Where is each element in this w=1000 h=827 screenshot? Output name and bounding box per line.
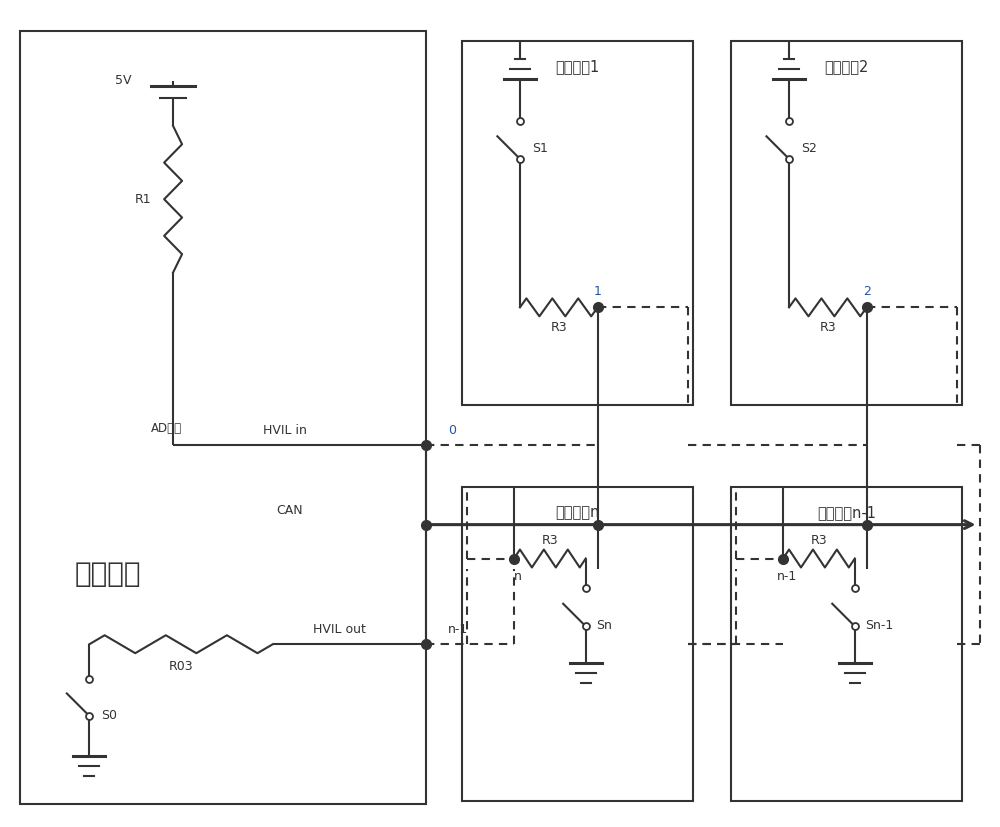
Text: n-1: n-1 [777,570,797,583]
Text: R3: R3 [820,321,836,334]
Text: 高压部件1: 高压部件1 [556,60,600,74]
Text: S2: S2 [801,142,817,155]
FancyBboxPatch shape [462,487,693,801]
Text: R3: R3 [811,534,827,547]
FancyBboxPatch shape [20,31,426,804]
Text: CAN: CAN [276,504,303,517]
Text: R3: R3 [542,534,558,547]
Text: 高压部件n-1: 高压部件n-1 [817,504,876,519]
Text: R1: R1 [135,193,152,206]
Text: 5V: 5V [115,74,131,87]
Text: 1: 1 [594,285,602,298]
Text: Sn: Sn [596,619,612,632]
FancyBboxPatch shape [462,41,693,405]
Text: S1: S1 [532,142,548,155]
Text: S0: S0 [101,710,117,723]
FancyBboxPatch shape [731,41,962,405]
Text: HVIL out: HVIL out [313,623,366,636]
Text: 检测单元: 检测单元 [74,561,141,589]
Text: HVIL in: HVIL in [263,424,307,437]
Text: n: n [514,570,522,583]
FancyBboxPatch shape [731,487,962,801]
Text: AD采集: AD采集 [151,423,182,436]
Text: Sn-1: Sn-1 [865,619,893,632]
Text: R3: R3 [550,321,567,334]
Text: 高压部件2: 高压部件2 [825,60,869,74]
Text: 2: 2 [863,285,871,298]
Text: R03: R03 [169,660,193,672]
Text: 0: 0 [448,424,456,437]
Text: 高压部件n: 高压部件n [556,504,600,519]
Text: n-1: n-1 [448,623,468,636]
